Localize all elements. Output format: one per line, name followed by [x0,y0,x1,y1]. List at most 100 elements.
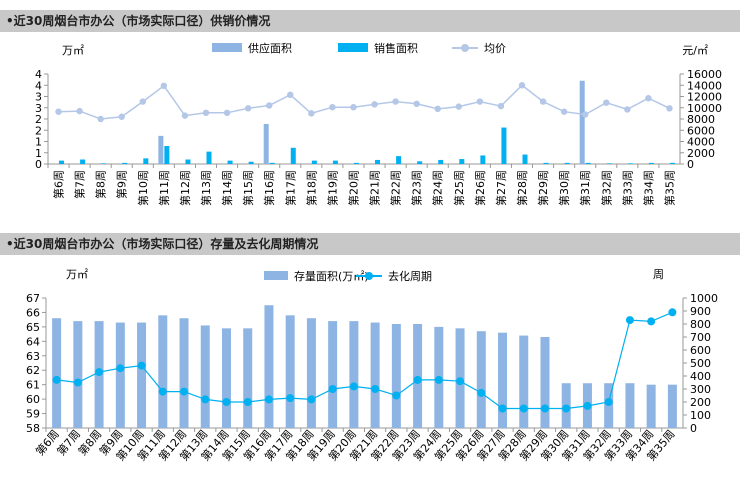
chart1-x-tick-label: 第19周 [325,170,339,206]
chart1-bar-2 [564,162,570,164]
chart1-bar-2 [438,159,444,164]
chart1-left-tick-label: 4 [35,68,42,81]
chart1-x-tick-label: 第11周 [157,170,171,206]
chart1-bar-2 [375,159,381,164]
chart2-line-point [222,398,231,406]
chart2-left-tick-label: 63 [26,350,40,363]
chart2-bar-1 [540,337,550,428]
chart1-title: •近30周烟台市办公（市场实际口径）供销价情况 [6,14,271,28]
chart1-bar-2 [101,163,107,164]
chart2-bar-1 [221,328,231,428]
chart1-line-point [476,98,484,105]
chart1-bar-2 [290,147,296,164]
chart2-bar-1 [73,321,83,428]
chart2-legend-label: 存量面积(万㎡) [294,269,369,283]
chart1-x-tick-label: 第29周 [536,170,550,206]
chart2-legend-swatch-dot [365,272,373,280]
chart2-bar-1 [285,315,295,428]
chart1-bar-2 [248,161,254,164]
chart2-bar-1 [243,328,253,428]
chart2-line-point [243,398,252,406]
chart2-left-tick-label: 66 [26,306,40,319]
chart1-legend-label: 供应面积 [248,41,292,55]
chart1-right-tick-label: 10000 [687,102,722,115]
chart1-bar-1 [158,135,164,164]
chart1-line-point [287,91,294,99]
chart1-bar-2 [543,162,549,164]
chart1-bar-2 [164,146,170,164]
chart2-right-tick-label: 900 [690,305,711,318]
chart1-x-tick-label: 第16周 [262,170,276,206]
chart2-legend-label: 去化周期 [388,269,432,283]
chart1-bar-2 [311,160,317,164]
chart2-bar-1 [349,321,359,428]
chart1-bar-2 [59,160,65,164]
chart1-line-point [413,100,420,108]
chart1-x-tick-label: 第13周 [199,170,213,206]
chart2-line-point [498,404,507,413]
chart1-left-tick-label: 3 [35,91,42,104]
chart1-x-tick-label: 第31周 [578,170,592,206]
chart2-legend-swatch [264,271,288,280]
chart1-legend-label: 销售面积 [374,41,418,55]
chart1-line-point [308,110,315,117]
chart1-bar-2 [227,160,233,164]
chart2-line-point [604,398,613,406]
chart2-line-point [116,364,125,373]
chart1-line-point [223,109,231,117]
chart2-right-tick-label: 100 [690,409,711,422]
chart1-right-tick-label: 12000 [687,91,722,104]
chart1-left-tick-label: 2 [35,113,42,126]
chart1-x-tick-label: 第33周 [620,170,634,206]
chart1-right-tick-label: 16000 [687,68,722,81]
chart1-bar-2 [627,163,633,164]
chart1-line-point [202,109,210,117]
chart1-supply-sales-price: 0112233440200040006000800010000120001400… [35,41,722,206]
chart2-left-tick-label: 62 [26,364,40,377]
chart1-x-tick-label: 第27周 [494,170,508,206]
chart2-right-tick-label: 600 [690,344,711,357]
chart2-left-tick-label: 65 [26,321,40,334]
chart1-x-tick-label: 第26周 [473,170,487,206]
chart1-line-point [329,103,336,111]
chart2-line-point [349,382,358,391]
chart2-bar-1 [328,321,338,428]
chart2-line-point [180,387,189,396]
chart1-left-tick-label: 3 [35,102,42,115]
chart1-line-point [455,103,462,110]
chart1-bar-1 [579,80,585,164]
chart1-bar-2 [269,162,275,164]
chart1-x-tick-label: 第12周 [178,170,192,206]
chart1-line-point [371,101,378,108]
chart2-bar-1 [476,331,486,428]
chart2-right-tick-label: 300 [690,383,711,396]
chart2-bar-1 [264,305,274,428]
chart1-x-tick-label: 第10周 [136,170,150,206]
chart2-title: •近30周烟台市办公（市场实际口径）存量及去化周期情况 [6,237,319,251]
chart2-line-point [583,401,592,410]
chart2-left-tick-label: 59 [26,408,40,421]
chart2-bar-1 [370,322,380,428]
chart2-right-tick-label: 400 [690,370,711,383]
chart1-x-tick-label: 第32周 [599,170,613,206]
chart2-line-point [392,391,401,400]
chart1-x-tick-label: 第30周 [557,170,571,206]
chart1-x-tick-label: 第34周 [641,170,655,206]
chart1-x-tick-label: 第35周 [662,170,676,206]
chart2-line-point [647,317,656,326]
chart2-line-point [307,395,316,404]
chart1-line-point [603,99,610,106]
chart1-line-point [266,102,273,109]
chart1-bar-2 [122,162,128,164]
chart1-x-tick-label: 第25周 [452,170,466,206]
chart1-line-point [160,82,168,90]
chart2-line-point [264,395,273,404]
chart1-x-tick-label: 第15周 [241,170,255,206]
chart1-line-point [55,108,62,115]
chart1-left-tick-label: 2 [35,124,42,137]
chart1-legend-label: 均价 [484,42,506,55]
chart1-line-point [624,106,631,113]
chart1-legend-swatch-dot [461,44,469,52]
chart1-line-point [118,113,125,120]
